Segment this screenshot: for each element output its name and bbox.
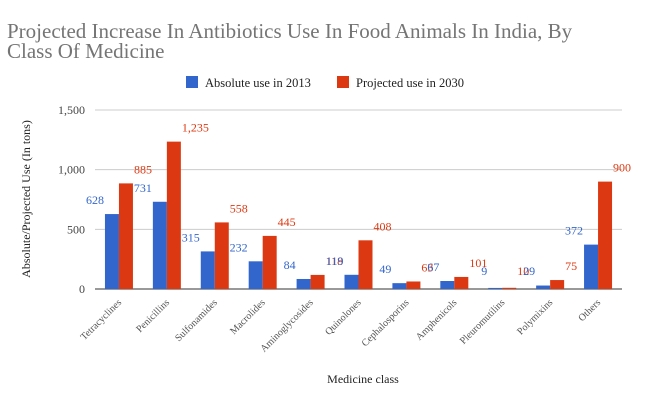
bars [104, 141, 613, 289]
bar [550, 280, 565, 289]
bar [536, 285, 551, 289]
data-label: 885 [134, 162, 152, 176]
data-label: 49 [379, 262, 391, 276]
data-label: 628 [86, 193, 104, 207]
bar [248, 261, 263, 289]
legend-label-2013: Absolute use in 2013 [205, 76, 311, 90]
data-label: 232 [230, 240, 248, 254]
data-label: 119 [326, 254, 344, 268]
bar [104, 214, 119, 289]
bar [344, 274, 359, 289]
data-label: 445 [278, 215, 296, 229]
chart-title-line-1: Projected Increase In Antibiotics Use In… [7, 19, 573, 43]
y-tick-label: 1,500 [58, 103, 85, 117]
x-axis-title: Medicine class [327, 372, 399, 386]
bar [454, 276, 469, 289]
data-label: 1,235 [182, 121, 209, 135]
bar [502, 287, 517, 289]
bar [214, 222, 229, 289]
bar [310, 274, 325, 289]
bar [296, 278, 311, 289]
bar [152, 201, 167, 289]
category-label: Sulfonamides [173, 297, 220, 344]
data-label: 10 [517, 264, 529, 278]
data-label: 9 [481, 264, 487, 278]
bar [166, 141, 181, 289]
data-label: 101 [469, 256, 487, 270]
data-label: 118 [326, 254, 344, 268]
y-tick-label: 0 [79, 282, 85, 296]
data-label: 900 [613, 161, 631, 175]
gridlines [95, 109, 622, 290]
chart-title-line-2: Class Of Medicine [7, 39, 164, 63]
category-label: Amphenicols [414, 297, 460, 343]
data-label: 63 [421, 260, 433, 274]
bar [440, 281, 455, 289]
data-label: 67 [427, 260, 439, 274]
bar [584, 244, 599, 289]
legend-swatch-2013 [186, 76, 198, 88]
bar [118, 183, 133, 289]
bar [358, 240, 373, 289]
data-label: 84 [284, 258, 296, 272]
bar [200, 251, 215, 289]
category-label: Tetracyclines [79, 297, 124, 342]
bar [488, 287, 503, 289]
legend: Absolute use in 2013 Projected use in 20… [186, 76, 464, 90]
bar [598, 181, 613, 289]
category-label: Quinolones [323, 297, 363, 337]
bar [262, 235, 277, 289]
data-label: 29 [523, 264, 535, 278]
category-label: Polymixins [515, 297, 555, 337]
data-label: 558 [230, 201, 248, 215]
data-label: 315 [182, 230, 200, 244]
y-axis-ticks: 0 500 1,000 1,500 [58, 103, 85, 296]
data-label: 731 [134, 181, 152, 195]
category-label: Macrolides [228, 297, 268, 337]
category-label: Pleuromutilins [458, 297, 507, 346]
y-tick-label: 1,000 [58, 163, 85, 177]
bar [392, 283, 407, 289]
category-labels: Tetracyclines Penicillins Sulfonamides Macr… [79, 297, 604, 354]
data-label: 408 [374, 219, 392, 233]
y-axis-title: Absolute/Projected Use (In tons) [19, 120, 33, 278]
data-label: 372 [565, 224, 583, 238]
category-label: Penicillins [134, 297, 172, 335]
y-tick-label: 500 [67, 222, 85, 236]
data-label: 75 [565, 259, 577, 273]
bar [406, 281, 421, 289]
category-label: Cephalosporins [360, 297, 412, 349]
legend-label-2030: Projected use in 2030 [356, 76, 464, 90]
legend-swatch-2030 [337, 76, 349, 88]
category-label: Others [577, 297, 604, 324]
